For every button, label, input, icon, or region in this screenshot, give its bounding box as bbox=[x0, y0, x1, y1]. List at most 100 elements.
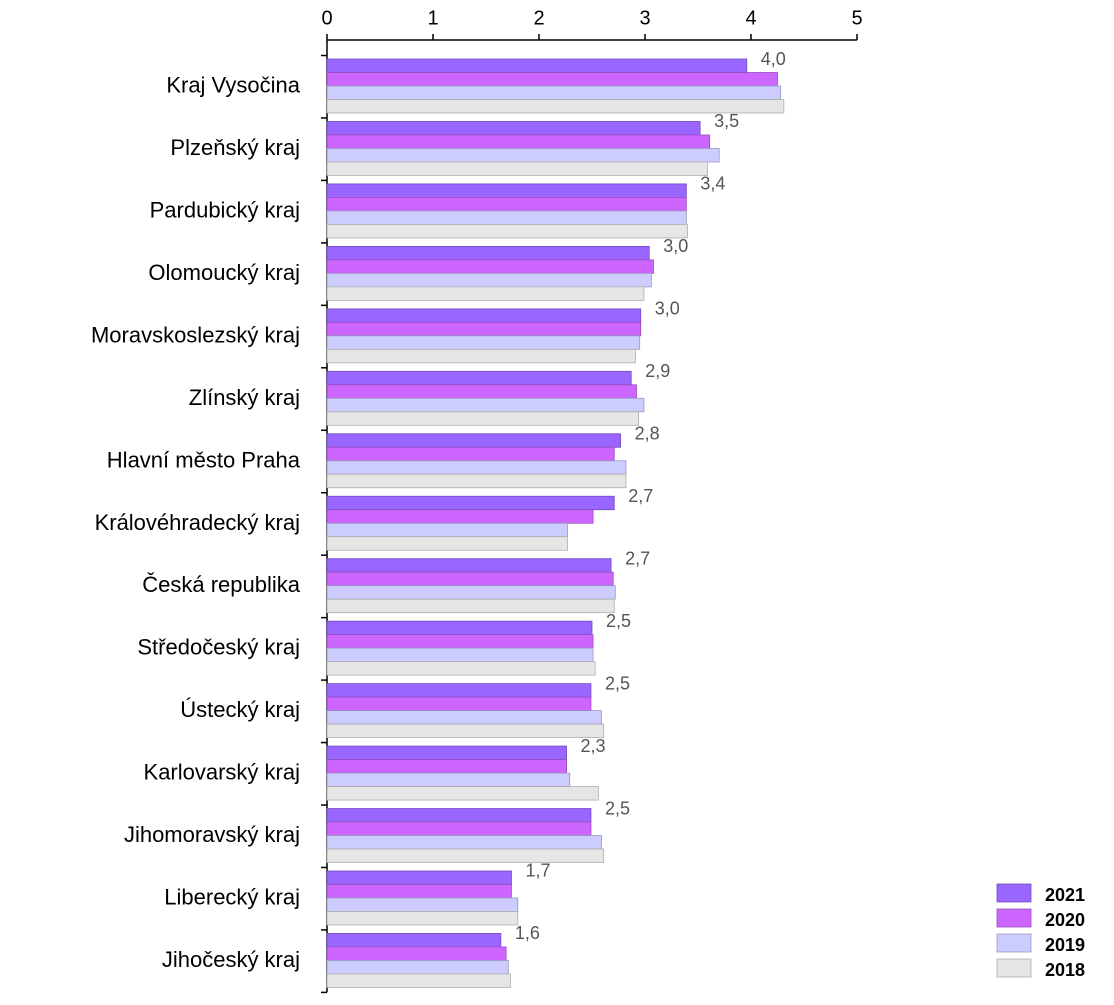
bar bbox=[326, 509, 594, 524]
category-label: Pardubický kraj bbox=[150, 197, 300, 222]
bar bbox=[326, 884, 512, 899]
bar bbox=[326, 197, 687, 212]
x-tick-label: 3 bbox=[639, 7, 650, 29]
value-label: 2,8 bbox=[635, 424, 660, 444]
x-tick-label: 0 bbox=[321, 7, 332, 29]
legend-swatch bbox=[996, 933, 1032, 953]
value-label: 1,6 bbox=[515, 923, 540, 943]
value-label: 2,3 bbox=[581, 736, 606, 756]
category-label: Středočeský kraj bbox=[137, 635, 300, 660]
category-label: Liberecký kraj bbox=[164, 885, 300, 910]
value-label: 2,5 bbox=[605, 673, 630, 693]
bar bbox=[326, 897, 519, 912]
bar bbox=[326, 321, 642, 337]
value-label: 2,5 bbox=[605, 798, 630, 818]
bar bbox=[326, 272, 652, 288]
bar bbox=[326, 745, 567, 760]
bar bbox=[326, 72, 778, 87]
bar bbox=[326, 723, 605, 738]
category-label: Karlovarský kraj bbox=[144, 760, 300, 785]
x-tick-label: 1 bbox=[427, 7, 438, 29]
bar bbox=[326, 759, 567, 774]
bar bbox=[326, 348, 636, 364]
bar bbox=[326, 960, 509, 975]
bar bbox=[326, 259, 654, 274]
bar bbox=[326, 161, 708, 176]
bar bbox=[326, 647, 594, 663]
bar bbox=[326, 308, 642, 323]
bar bbox=[326, 696, 592, 711]
bar bbox=[326, 473, 627, 489]
bar bbox=[326, 210, 687, 225]
value-label: 2,5 bbox=[606, 611, 631, 631]
legend-label: 2019 bbox=[1045, 935, 1085, 955]
value-label: 2,9 bbox=[645, 361, 670, 381]
bar bbox=[326, 933, 502, 948]
bar bbox=[326, 522, 569, 538]
category-label: Moravskoslezský kraj bbox=[91, 322, 300, 347]
bar bbox=[326, 134, 711, 149]
category-label: Zlínský kraj bbox=[189, 385, 300, 410]
value-label: 2,7 bbox=[628, 486, 653, 506]
bar bbox=[326, 286, 645, 301]
legend-label: 2020 bbox=[1045, 910, 1085, 930]
bar bbox=[326, 370, 632, 386]
bar bbox=[326, 85, 782, 100]
bar bbox=[326, 634, 594, 649]
bar bbox=[326, 433, 622, 448]
bar bbox=[326, 245, 650, 261]
category-label: Ústecký kraj bbox=[180, 697, 300, 722]
bar bbox=[326, 772, 571, 787]
value-label: 4,0 bbox=[761, 49, 786, 69]
legend-label: 2021 bbox=[1045, 885, 1085, 905]
bar bbox=[326, 786, 599, 801]
x-tick-label: 5 bbox=[851, 7, 862, 29]
value-label: 1,7 bbox=[525, 861, 550, 881]
value-label: 2,7 bbox=[625, 548, 650, 568]
bar bbox=[326, 710, 602, 725]
bar bbox=[326, 808, 592, 823]
bar bbox=[326, 835, 602, 850]
category-label: Jihočeský kraj bbox=[162, 947, 300, 972]
bar bbox=[326, 946, 507, 961]
bar bbox=[326, 446, 615, 462]
value-label: 3,0 bbox=[663, 236, 688, 256]
category-label: Hlavní město Praha bbox=[107, 447, 301, 472]
bar bbox=[326, 121, 701, 136]
bar bbox=[326, 585, 616, 600]
bar bbox=[326, 411, 640, 426]
category-label: Česká republika bbox=[142, 572, 301, 597]
bar bbox=[326, 224, 688, 239]
legend-swatch bbox=[996, 958, 1032, 978]
bar bbox=[326, 335, 641, 350]
bar bbox=[326, 848, 605, 863]
category-label: Královéhradecký kraj bbox=[95, 510, 300, 535]
bar bbox=[326, 384, 637, 399]
bar bbox=[326, 571, 614, 587]
legend-label: 2018 bbox=[1045, 960, 1085, 980]
bar bbox=[326, 683, 592, 698]
bar bbox=[326, 397, 645, 413]
bar bbox=[326, 183, 687, 198]
value-label: 3,5 bbox=[714, 111, 739, 131]
value-label: 3,4 bbox=[700, 174, 725, 194]
category-label: Plzeňský kraj bbox=[170, 135, 300, 160]
legend-swatch bbox=[996, 908, 1032, 928]
bar bbox=[326, 598, 615, 614]
bar bbox=[326, 558, 612, 573]
bar bbox=[326, 495, 615, 511]
bar bbox=[326, 536, 569, 551]
legend-swatch bbox=[996, 883, 1032, 903]
bar bbox=[326, 620, 593, 636]
value-label: 3,0 bbox=[655, 299, 680, 319]
bar bbox=[326, 661, 596, 676]
bar bbox=[326, 99, 785, 114]
category-label: Jihomoravský kraj bbox=[124, 822, 300, 847]
bar bbox=[326, 148, 720, 163]
bar bbox=[326, 58, 748, 73]
category-label: Olomoucký kraj bbox=[148, 260, 300, 285]
category-label: Kraj Vysočina bbox=[166, 73, 300, 98]
bar bbox=[326, 460, 627, 475]
bar bbox=[326, 973, 511, 988]
